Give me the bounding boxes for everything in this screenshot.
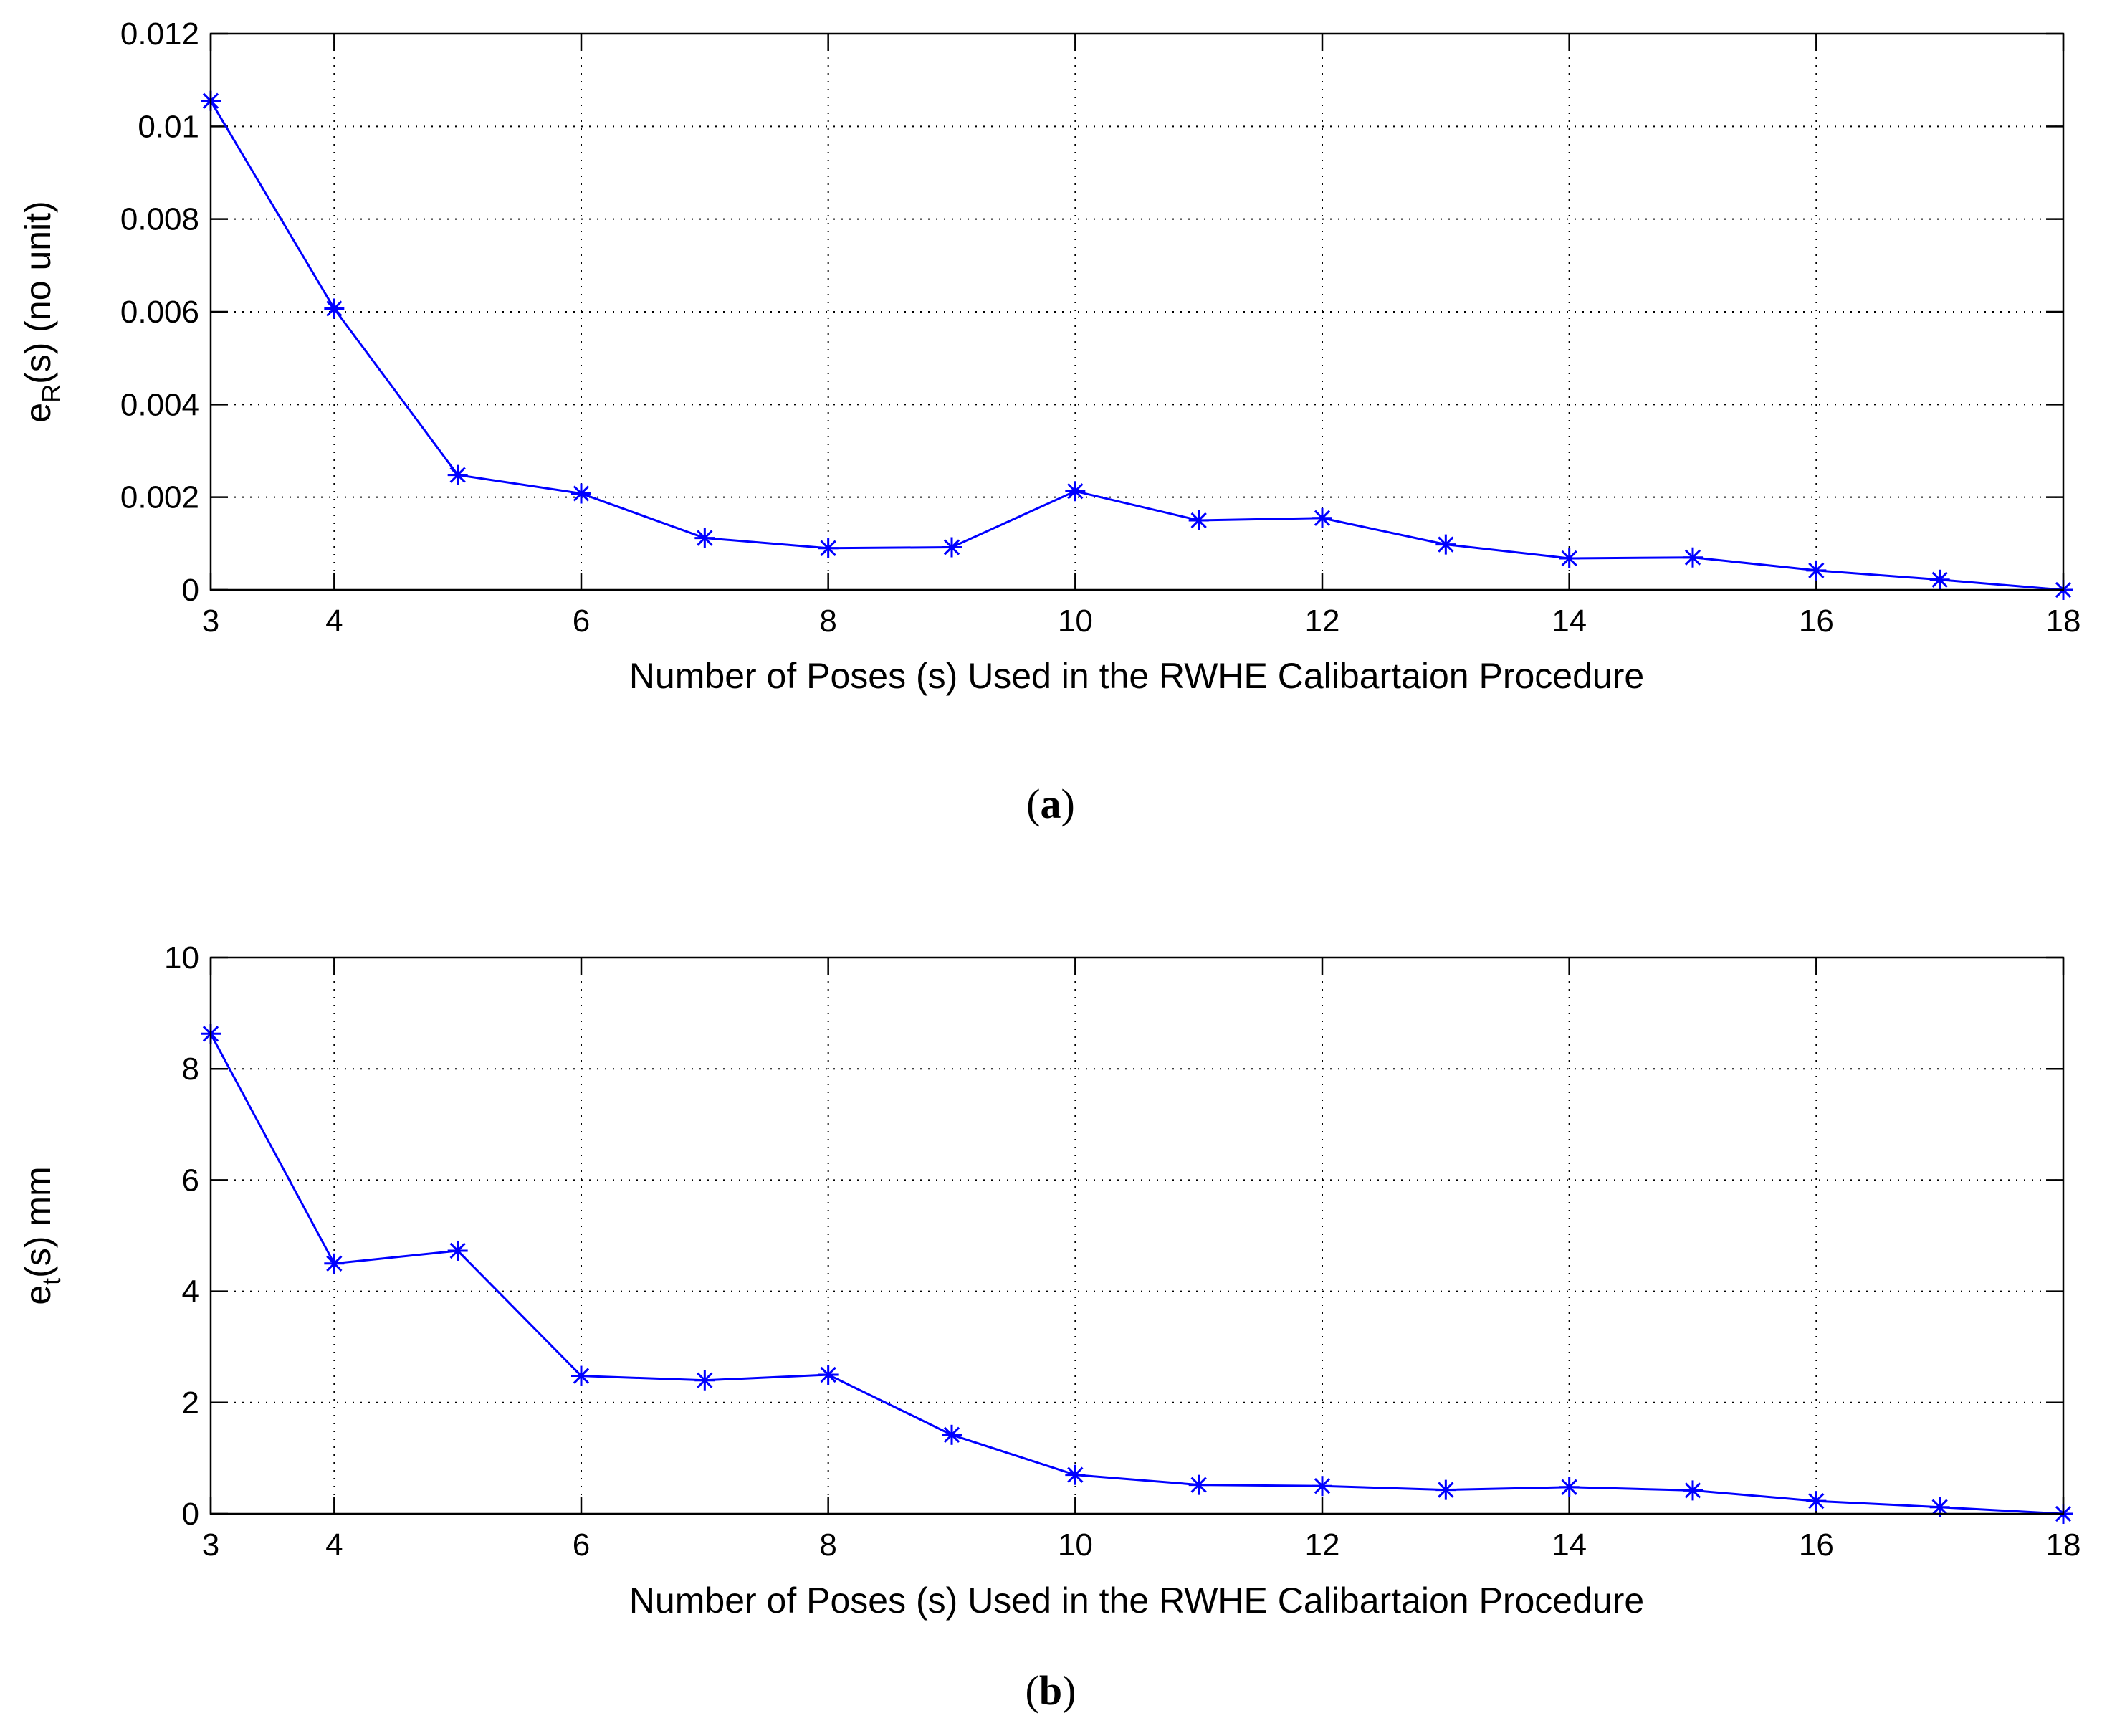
x-tick-labels-b: 3 4 6 8 10 12 14 16 18	[202, 1527, 2081, 1563]
x-tick-label: 10	[1058, 1527, 1093, 1563]
data-point-marker	[447, 1240, 468, 1261]
data-point-marker	[1559, 548, 1580, 569]
data-point-marker	[571, 1365, 591, 1386]
y-tick-label: 0.01	[138, 109, 199, 144]
data-point-marker	[324, 298, 345, 319]
data-point-marker	[1188, 1474, 1209, 1495]
y-axis-title-b-subscript: t	[37, 1278, 66, 1285]
x-axis-title-b: Number of Poses (s) Used in the RWHE Cal…	[629, 1580, 1644, 1621]
data-point-marker	[1929, 1497, 1950, 1517]
x-tick-label: 14	[1552, 1527, 1587, 1563]
data-point-marker	[1559, 1477, 1580, 1497]
y-axis-title-a-suffix: (s) (no unit)	[18, 201, 58, 384]
gridlines-b	[211, 958, 2063, 1514]
series-line	[209, 100, 2064, 591]
data-point-marker	[1806, 1491, 1827, 1512]
chart-panel-b: 3 4 6 8 10 12 14 16 18 0 2 4 6 8 10 Number of Poses (…	[18, 940, 2080, 1714]
data-point-marker	[1312, 507, 1332, 528]
y-tick-label: 8	[182, 1051, 199, 1087]
data-point-marker	[818, 538, 839, 558]
y-tick-labels-a: 0 0.002 0.004 0.006 0.008 0.01 0.012	[120, 16, 199, 608]
y-tick-label: 0	[182, 573, 199, 608]
y-tick-label: 4	[182, 1274, 199, 1310]
y-axis-title-b-suffix: (s) mm	[18, 1166, 58, 1278]
y-tick-label: 0.006	[120, 295, 199, 330]
caption-b: (b)	[1026, 1667, 1076, 1714]
data-point-marker	[942, 1424, 962, 1445]
y-tick-label: 2	[182, 1386, 199, 1421]
data-point-marker	[1806, 560, 1827, 581]
data-point-marker	[1188, 510, 1209, 530]
plot-area-b	[211, 958, 2063, 1514]
x-tick-label: 3	[202, 604, 219, 639]
data-point-marker	[1683, 1480, 1703, 1501]
data-point-marker	[1435, 534, 1456, 555]
data-point-marker	[818, 1365, 839, 1385]
x-tick-label: 8	[819, 604, 836, 639]
x-tick-label: 6	[573, 604, 590, 639]
data-point-marker	[1435, 1479, 1456, 1500]
data-point-marker	[324, 1253, 345, 1274]
data-point-marker	[1065, 1464, 1086, 1485]
x-tick-label: 12	[1305, 604, 1340, 639]
y-axis-title-b: et(s) mm	[18, 1166, 66, 1305]
x-tick-label: 4	[325, 1527, 343, 1563]
y-axis-title-a: eR(s) (no unit)	[18, 201, 66, 422]
data-point-marker	[1065, 481, 1086, 502]
data-point-marker	[942, 537, 962, 558]
data-point-marker	[447, 464, 468, 485]
x-tick-label: 3	[202, 1527, 219, 1563]
data-point-marker	[1683, 547, 1703, 568]
y-tick-label: 0	[182, 1497, 199, 1532]
plot-frame-b	[209, 956, 2065, 1515]
caption-a: (a)	[1026, 781, 1075, 827]
y-tick-label: 0.008	[120, 202, 199, 237]
y-tick-label: 0.004	[120, 387, 199, 422]
x-tick-label: 18	[2046, 1527, 2081, 1563]
data-point-marker	[694, 1370, 715, 1391]
gridlines-a	[211, 34, 2063, 590]
x-tick-label: 12	[1305, 1527, 1340, 1563]
caption-b-letter: b	[1039, 1667, 1062, 1714]
y-tick-labels-b: 0 2 4 6 8 10	[164, 940, 199, 1532]
x-tick-label: 14	[1552, 604, 1587, 639]
x-tick-label: 4	[325, 604, 343, 639]
y-axis-title-b-prefix: e	[18, 1285, 58, 1305]
x-tick-label: 18	[2046, 604, 2081, 639]
x-tick-label: 10	[1058, 604, 1093, 639]
caption-a-letter: a	[1041, 781, 1061, 827]
x-tick-label: 6	[573, 1527, 590, 1563]
x-tick-label: 16	[1799, 604, 1834, 639]
chart-panel-a: 3 4 6 8 10 12 14 16 18 0 0.002 0.004 0.006 0.008 0.01…	[18, 16, 2080, 827]
y-axis-title-a-subscript: R	[37, 384, 66, 403]
y-tick-label: 10	[164, 940, 199, 976]
data-point-marker	[1929, 569, 1950, 590]
y-tick-label: 0.012	[120, 16, 199, 52]
series-line	[209, 1033, 2064, 1515]
data-point-marker	[571, 483, 591, 504]
x-tick-labels-a: 3 4 6 8 10 12 14 16 18	[202, 604, 2081, 639]
y-tick-label: 0.002	[120, 480, 199, 515]
x-tick-label: 8	[819, 1527, 836, 1563]
plot-frame-a	[209, 32, 2065, 591]
y-tick-label: 6	[182, 1163, 199, 1198]
y-axis-title-a-prefix: e	[18, 403, 58, 423]
x-axis-title-a: Number of Poses (s) Used in the RWHE Cal…	[629, 656, 1644, 696]
x-tick-label: 16	[1799, 1527, 1834, 1563]
data-point-marker	[694, 528, 715, 548]
data-point-marker	[1312, 1476, 1332, 1497]
